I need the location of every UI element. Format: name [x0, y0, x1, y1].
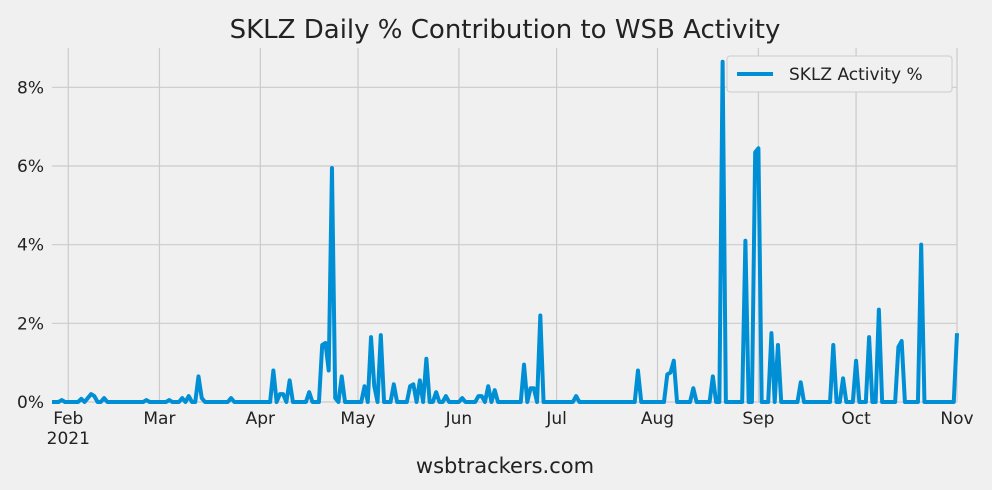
chart-title: SKLZ Daily % Contribution to WSB Activit…	[230, 15, 781, 45]
tick-label-line: Feb	[53, 409, 83, 429]
x-tick-label: May	[340, 409, 375, 429]
x-tick-label: Sep	[742, 409, 774, 429]
y-tick-label: 2%	[17, 314, 44, 334]
y-tick-label: 8%	[17, 78, 44, 98]
x-tick-label: Nov	[940, 409, 973, 429]
legend-label: SKLZ Activity %	[789, 65, 923, 85]
x-tick-label: Aug	[641, 409, 674, 429]
legend: SKLZ Activity %	[726, 55, 953, 93]
x-tick-label: Mar	[143, 409, 175, 429]
y-tick-label: 6%	[17, 157, 44, 177]
x-tick-label: Jun	[445, 409, 473, 429]
x-tick-label: Jul	[545, 409, 567, 429]
tick-label-line: 2021	[47, 429, 90, 449]
legend-box	[726, 55, 953, 93]
x-axis-label: wsbtrackers.com	[416, 454, 594, 478]
x-tick-label: Apr	[246, 409, 275, 429]
y-tick-label: 0%	[17, 393, 44, 413]
y-tick-label: 4%	[17, 236, 44, 256]
data-line	[52, 59, 959, 404]
x-tick-label: Feb 2021	[47, 409, 90, 449]
x-tick-label: Oct	[841, 409, 871, 429]
